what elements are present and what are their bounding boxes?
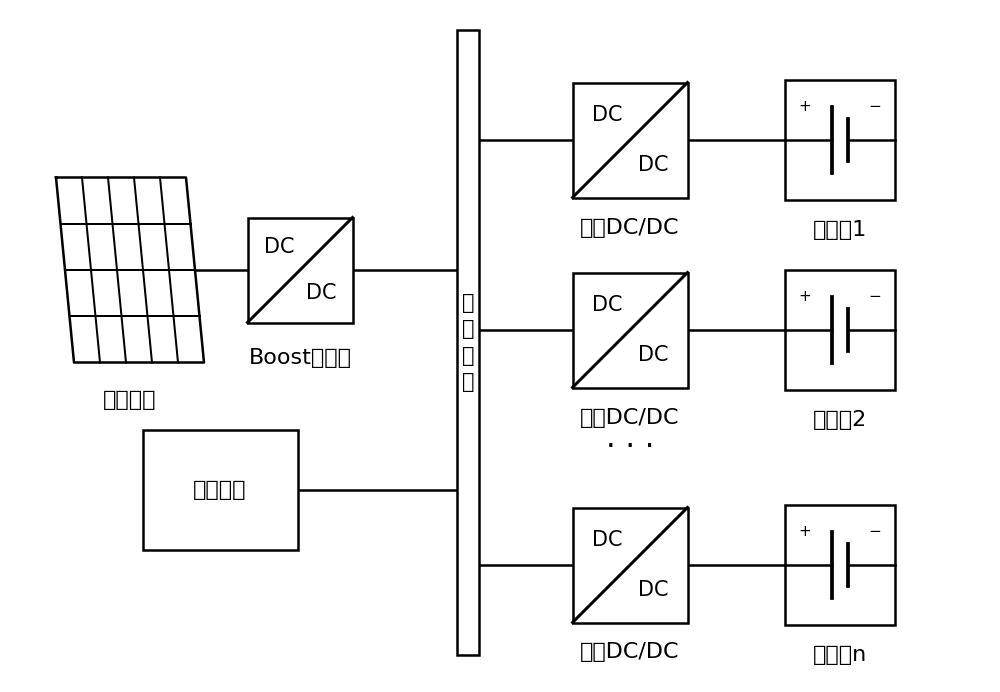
Bar (785, 80, 895, 200)
Bar (785, 270, 895, 390)
Bar (572, 82, 688, 197)
Text: DC: DC (264, 237, 294, 257)
Text: +: + (798, 289, 811, 304)
Text: DC: DC (638, 155, 668, 175)
Text: 直
流
母
线: 直 流 母 线 (462, 293, 474, 392)
Text: DC: DC (592, 529, 622, 549)
Text: 双向DC/DC: 双向DC/DC (580, 408, 680, 428)
Text: 蓄电池2: 蓄电池2 (813, 410, 867, 430)
Text: −: − (869, 289, 882, 304)
Text: +: + (798, 524, 811, 539)
Text: · · ·: · · · (606, 433, 654, 462)
Bar (248, 217, 352, 322)
Text: +: + (798, 99, 811, 114)
Text: 直流负载: 直流负载 (193, 480, 247, 500)
Text: −: − (869, 99, 882, 114)
Text: DC: DC (306, 283, 336, 303)
Text: Boost变换器: Boost变换器 (248, 347, 352, 367)
Text: 蓄电池1: 蓄电池1 (813, 220, 867, 240)
Text: 蓄电池n: 蓄电池n (813, 645, 867, 665)
Text: DC: DC (638, 581, 668, 600)
Bar (785, 505, 895, 625)
Bar (143, 430, 298, 550)
Text: 光伏阵列: 光伏阵列 (103, 390, 157, 410)
Text: DC: DC (592, 295, 622, 315)
Bar (572, 273, 688, 388)
Text: −: − (869, 524, 882, 539)
Text: DC: DC (638, 345, 668, 365)
Bar (572, 507, 688, 623)
Text: 双向DC/DC: 双向DC/DC (580, 642, 680, 662)
Bar (457, 30, 479, 655)
Text: 双向DC/DC: 双向DC/DC (580, 217, 680, 237)
Text: DC: DC (592, 104, 622, 125)
